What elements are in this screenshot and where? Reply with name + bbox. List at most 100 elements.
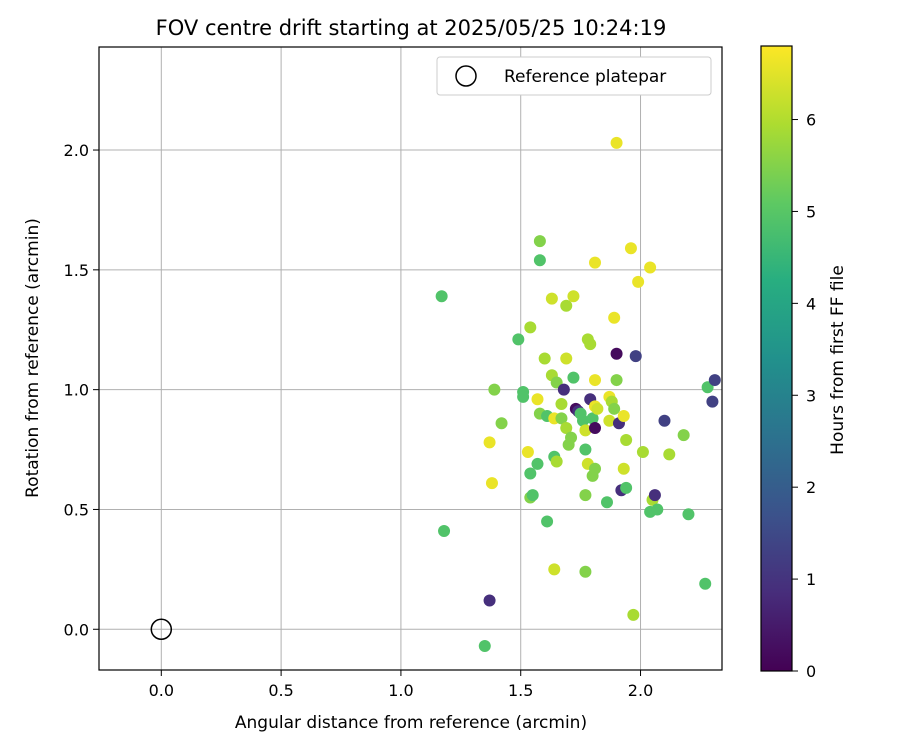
x-tick-label: 0.5 bbox=[268, 681, 293, 700]
scatter-point bbox=[648, 489, 661, 502]
scatter-point bbox=[610, 347, 623, 360]
scatter-point bbox=[589, 256, 602, 269]
scatter-point bbox=[677, 429, 690, 442]
scatter-point bbox=[627, 608, 640, 621]
scatter-point bbox=[555, 398, 568, 411]
scatter-point bbox=[531, 393, 544, 406]
y-tick-label: 1.0 bbox=[64, 381, 89, 400]
scatter-point bbox=[512, 333, 525, 346]
grid bbox=[99, 47, 722, 670]
scatter-point bbox=[483, 594, 496, 607]
scatter-point bbox=[533, 235, 546, 248]
scatter-point bbox=[658, 414, 671, 427]
scatter-point bbox=[567, 371, 580, 384]
scatter-point bbox=[651, 503, 664, 516]
scatter-point bbox=[706, 395, 719, 408]
scatter-point bbox=[589, 421, 602, 434]
scatter-point bbox=[624, 242, 637, 255]
colorbar-tick-label: 1 bbox=[806, 570, 816, 589]
scatter-point bbox=[579, 424, 592, 437]
scatter-point bbox=[560, 299, 573, 312]
scatter-point bbox=[589, 374, 602, 387]
legend-box bbox=[436, 56, 712, 96]
colorbar-tick-label: 2 bbox=[806, 478, 816, 497]
colorbar-label: Hours from first FF file bbox=[828, 265, 848, 455]
colorbar-gradient bbox=[760, 45, 793, 672]
scatter-point bbox=[524, 321, 537, 334]
x-tick-label: 1.5 bbox=[508, 681, 533, 700]
scatter-point bbox=[586, 412, 599, 425]
y-axis-ticks: 0.0 0.5 1.0 1.5 2.0 bbox=[64, 141, 99, 639]
scatter-point bbox=[617, 410, 630, 423]
scatter-point bbox=[663, 448, 676, 461]
colorbar: 0 1 2 3 4 5 6 Hours from first FF file bbox=[760, 45, 848, 681]
scatter-point bbox=[584, 338, 597, 351]
colorbar-tick-label: 3 bbox=[806, 386, 816, 405]
scatter-point bbox=[485, 477, 498, 490]
colorbar-tick-label: 6 bbox=[806, 111, 816, 130]
scatter-point bbox=[538, 352, 551, 365]
scatter-point bbox=[488, 383, 501, 396]
scatter-point bbox=[617, 462, 630, 475]
colorbar-ticks: 0 1 2 3 4 5 6 bbox=[792, 111, 816, 681]
scatter-point bbox=[557, 383, 570, 396]
scatter-point bbox=[565, 431, 578, 444]
legend-marker bbox=[455, 65, 477, 87]
scatter-point bbox=[550, 455, 563, 468]
scatter-point bbox=[560, 352, 573, 365]
scatter-point bbox=[548, 563, 561, 576]
scatter-point bbox=[682, 508, 695, 521]
scatter-point bbox=[603, 414, 616, 427]
y-tick-label: 1.5 bbox=[64, 261, 89, 280]
scatter-points bbox=[150, 136, 721, 653]
scatter-point bbox=[644, 261, 657, 274]
colorbar-tick-label: 4 bbox=[806, 294, 816, 313]
scatter-point bbox=[531, 457, 544, 470]
x-axis-ticks: 0.0 0.5 1.0 1.5 2.0 bbox=[149, 670, 653, 700]
scatter-point bbox=[610, 374, 623, 387]
scatter-point bbox=[620, 433, 633, 446]
scatter-point bbox=[699, 577, 712, 590]
scatter-point bbox=[560, 421, 573, 434]
y-axis-label: Rotation from reference (arcmin) bbox=[23, 218, 43, 498]
scatter-point bbox=[577, 414, 590, 427]
scatter-point bbox=[541, 515, 554, 528]
scatter-point bbox=[533, 254, 546, 267]
legend: Reference platepar bbox=[436, 56, 712, 96]
y-tick-label: 0.5 bbox=[64, 500, 89, 519]
scatter-point bbox=[579, 443, 592, 456]
legend-label: Reference platepar bbox=[504, 67, 666, 87]
scatter-point bbox=[483, 436, 496, 449]
scatter-point bbox=[589, 462, 602, 475]
scatter-point bbox=[708, 374, 721, 387]
scatter-point bbox=[608, 311, 621, 324]
chart-title: FOV centre drift starting at 2025/05/25 … bbox=[156, 16, 667, 40]
x-axis-label: Angular distance from reference (arcmin) bbox=[235, 713, 587, 733]
scatter-point bbox=[579, 565, 592, 578]
colorbar-tick-label: 0 bbox=[806, 662, 816, 681]
scatter-point bbox=[608, 402, 621, 415]
plot-frame bbox=[98, 46, 723, 671]
scatter-point bbox=[521, 445, 534, 458]
scatter-point bbox=[435, 290, 448, 303]
x-tick-label: 1.0 bbox=[388, 681, 413, 700]
scatter-point bbox=[495, 417, 508, 430]
reference-platepar-marker bbox=[150, 618, 173, 641]
scatter-point bbox=[526, 489, 539, 502]
scatter-point bbox=[524, 467, 537, 480]
scatter-point bbox=[545, 292, 558, 305]
scatter-point bbox=[636, 445, 649, 458]
scatter-point bbox=[517, 390, 530, 403]
y-tick-label: 2.0 bbox=[64, 141, 89, 160]
scatter-point bbox=[555, 412, 568, 425]
x-tick-label: 0.0 bbox=[149, 681, 174, 700]
x-tick-label: 2.0 bbox=[628, 681, 653, 700]
scatter-point bbox=[610, 136, 623, 149]
scatter-point bbox=[632, 275, 645, 288]
scatter-point bbox=[591, 402, 604, 415]
scatter-point bbox=[567, 290, 580, 303]
scatter-point bbox=[629, 350, 642, 363]
y-tick-label: 0.0 bbox=[64, 620, 89, 639]
colorbar-tick-label: 5 bbox=[806, 202, 816, 221]
